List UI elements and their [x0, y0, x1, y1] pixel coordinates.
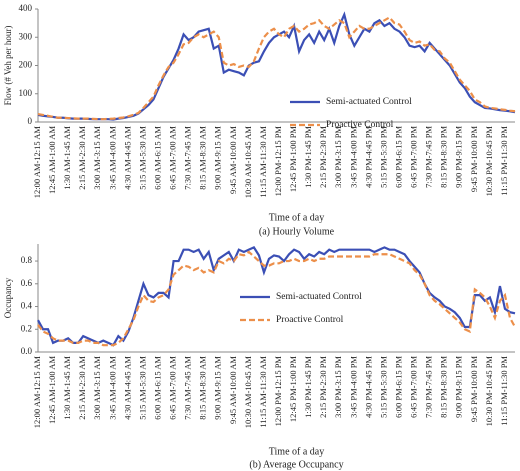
x-tick-label: 12:45 PM-1:00 PM	[288, 356, 298, 423]
x-tick-label: 6:00 AM-6:15 AM	[152, 356, 162, 420]
x-tick-label: 1:30 PM-1:45 PM	[303, 126, 313, 188]
x-axis-title: Time of a day	[269, 446, 324, 457]
x-tick-label: 2:15 PM-2:30 PM	[318, 356, 328, 418]
x-tick-label: 10:30 AM-10:45 AM	[243, 126, 253, 199]
x-tick-label: 4:30 PM-4:45 PM	[363, 356, 373, 418]
x-tick-label: 10:30 AM-10:45 AM	[243, 356, 253, 429]
x-tick-label: 3:45 AM-4:00 AM	[107, 126, 117, 190]
chart-title: (a) Hourly Volume	[259, 226, 335, 237]
series-line	[37, 246, 516, 347]
y-tick-label: 400	[19, 3, 33, 13]
x-tick-label: 10:30 PM-10:45 PM	[484, 126, 494, 197]
y-tick-label: 0	[28, 116, 33, 126]
x-tick-label: 9:45 PM-10:00 PM	[469, 126, 479, 193]
x-tick-label: 8:15 AM-8:30 AM	[198, 356, 208, 420]
x-tick-label: 9:00 PM-9:15 PM	[454, 356, 464, 418]
x-tick-label: 7:30 AM-7:45 AM	[183, 126, 193, 190]
x-tick-label: 11:15 PM-11:30 PM	[499, 356, 509, 426]
x-tick-label: 9:00 PM-9:15 PM	[454, 126, 464, 188]
y-tick-label: 100	[19, 88, 33, 98]
x-tick-label: 12:45 AM-1:00 AM	[47, 356, 57, 424]
x-tick-label: 3:00 PM-3:15 PM	[333, 126, 343, 188]
x-tick-label: 6:45 PM-7:00 PM	[409, 126, 419, 188]
x-tick-label: 3:00 PM-3:15 PM	[333, 356, 343, 418]
x-tick-label: 9:00 AM-9:15 AM	[213, 126, 223, 190]
x-tick-label: 5:15 PM-5:30 PM	[378, 356, 388, 418]
x-tick-label: 6:45 AM-7:00 AM	[168, 126, 178, 190]
y-axis-title: Flow (# Veh per hour)	[3, 26, 13, 106]
x-axis-title: Time of a day	[269, 212, 324, 223]
x-tick-label: 8:15 PM-8:30 PM	[439, 126, 449, 188]
x-tick-label: 5:15 AM-5:30 AM	[137, 356, 147, 420]
series-line	[37, 11, 516, 121]
x-tick-label: 9:45 AM-10:00 AM	[228, 126, 238, 194]
x-tick-label: 1:30 AM-1:45 AM	[62, 126, 72, 190]
x-tick-label: 3:00 AM-3:15 AM	[92, 126, 102, 190]
x-tick-label: 11:15 AM-11:30 AM	[258, 356, 268, 428]
x-tick-label: 8:15 PM-8:30 PM	[439, 356, 449, 418]
x-tick-label: 7:30 AM-7:45 AM	[183, 356, 193, 420]
x-tick-label: 8:15 AM-8:30 AM	[198, 126, 208, 190]
y-tick-label: 0.4	[21, 301, 33, 311]
x-tick-label: 3:45 PM-4:00 PM	[348, 126, 358, 188]
x-tick-label: 4:30 AM-4:45 AM	[122, 126, 132, 190]
x-tick-label: 12:45 PM-1:00 PM	[288, 126, 298, 193]
series-line	[37, 16, 516, 121]
y-tick-label: 0.0	[21, 346, 33, 356]
legend-label: Semi-actuated Control	[326, 97, 412, 107]
x-tick-label: 9:00 AM-9:15 AM	[213, 356, 223, 420]
x-tick-label: 3:45 AM-4:00 AM	[107, 356, 117, 420]
y-tick-label: 0.8	[21, 255, 33, 265]
x-tick-label: 7:30 PM-7:45 PM	[424, 126, 434, 188]
x-tick-label: 5:15 PM-5:30 PM	[378, 126, 388, 188]
y-tick-label: 0.2	[21, 323, 32, 333]
x-tick-label: 6:45 PM-7:00 PM	[409, 356, 419, 418]
x-tick-label: 12:00 AM-12:15 AM	[32, 356, 42, 429]
chart-title: (b) Average Occupancy	[249, 459, 343, 470]
x-tick-label: 11:15 PM-11:30 PM	[499, 126, 509, 196]
y-tick-label: 300	[19, 31, 33, 41]
x-tick-label: 10:30 PM-10:45 PM	[484, 356, 494, 427]
x-tick-label: 2:15 AM-2:30 AM	[77, 356, 87, 420]
legend-label: Proactive Control	[276, 315, 344, 325]
x-tick-label: 7:30 PM-7:45 PM	[424, 356, 434, 418]
x-tick-label: 3:00 AM-3:15 AM	[92, 356, 102, 420]
x-tick-label: 9:45 AM-10:00 AM	[228, 356, 238, 424]
x-tick-label: 3:45 PM-4:00 PM	[348, 356, 358, 418]
x-tick-label: 6:00 AM-6:15 AM	[152, 126, 162, 190]
legend-label: Proactive Control	[326, 120, 394, 130]
x-tick-label: 4:30 PM-4:45 PM	[363, 126, 373, 188]
y-tick-label: 0.6	[21, 278, 33, 288]
x-tick-label: 12:45 AM-1:00 AM	[47, 126, 57, 194]
x-tick-label: 12:00 AM-12:15 AM	[32, 126, 42, 199]
x-tick-label: 12:00 PM-12:15 PM	[273, 126, 283, 197]
x-tick-label: 4:30 AM-4:45 AM	[122, 356, 132, 420]
x-tick-label: 12:00 PM-12:15 PM	[273, 356, 283, 427]
x-tick-label: 11:15 AM-11:30 AM	[258, 126, 268, 198]
legend-label: Semi-actuated Control	[276, 292, 362, 302]
y-axis-title: Occupancy	[3, 277, 13, 318]
x-tick-label: 1:30 AM-1:45 AM	[62, 356, 72, 420]
x-tick-label: 2:15 AM-2:30 AM	[77, 126, 87, 190]
y-tick-label: 200	[19, 60, 33, 70]
x-tick-label: 6:00 PM-6:15 PM	[393, 126, 403, 188]
x-tick-label: 2:15 PM-2:30 PM	[318, 126, 328, 188]
x-tick-label: 6:45 AM-7:00 AM	[168, 356, 178, 420]
series-line	[37, 250, 516, 347]
x-tick-label: 6:00 PM-6:15 PM	[393, 356, 403, 418]
x-tick-label: 5:15 AM-5:30 AM	[137, 126, 147, 190]
x-tick-label: 9:45 PM-10:00 PM	[469, 356, 479, 423]
x-tick-label: 1:30 PM-1:45 PM	[303, 356, 313, 418]
